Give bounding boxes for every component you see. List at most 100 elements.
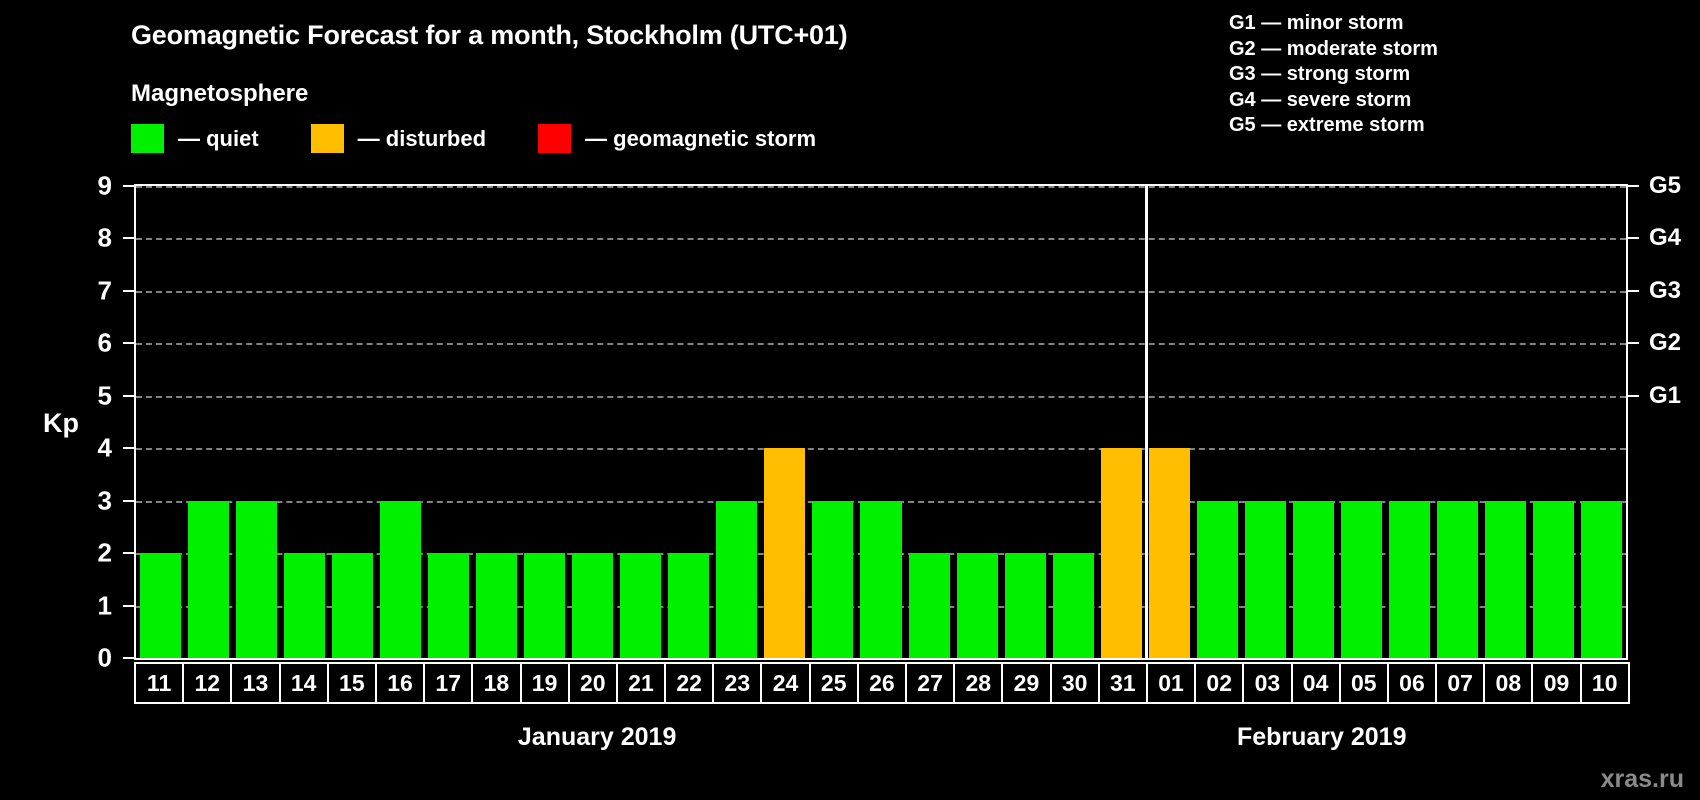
day-label[interactable]: 31 bbox=[1097, 662, 1148, 704]
bar[interactable] bbox=[764, 448, 806, 658]
bar[interactable] bbox=[1052, 553, 1094, 658]
y-axis-tick bbox=[123, 394, 134, 397]
day-label[interactable]: 08 bbox=[1483, 662, 1534, 704]
bar-slot[interactable] bbox=[280, 186, 328, 658]
bar[interactable] bbox=[1389, 500, 1431, 658]
bar[interactable] bbox=[908, 553, 950, 658]
bar[interactable] bbox=[187, 500, 229, 658]
day-label[interactable]: 02 bbox=[1194, 662, 1245, 704]
y-axis-title: Kp bbox=[43, 408, 79, 438]
bar[interactable] bbox=[475, 553, 517, 658]
day-label[interactable]: 05 bbox=[1338, 662, 1389, 704]
bar-slot[interactable] bbox=[521, 186, 569, 658]
day-label[interactable]: 07 bbox=[1435, 662, 1486, 704]
bar-slot[interactable] bbox=[376, 186, 424, 658]
day-label[interactable]: 17 bbox=[423, 662, 474, 704]
bar[interactable] bbox=[956, 553, 998, 658]
bar[interactable] bbox=[1244, 500, 1286, 658]
day-label[interactable]: 13 bbox=[230, 662, 281, 704]
bar[interactable] bbox=[139, 553, 181, 658]
day-label[interactable]: 01 bbox=[1145, 662, 1197, 704]
day-label[interactable]: 24 bbox=[760, 662, 811, 704]
bar-slot[interactable] bbox=[713, 186, 761, 658]
bar-slot[interactable] bbox=[905, 186, 953, 658]
grid-line bbox=[136, 238, 1626, 241]
bar[interactable] bbox=[524, 553, 566, 658]
bar-slot[interactable] bbox=[1145, 186, 1193, 658]
day-label[interactable]: 16 bbox=[374, 662, 426, 704]
day-label[interactable]: 22 bbox=[664, 662, 715, 704]
bar-slot[interactable] bbox=[1049, 186, 1097, 658]
bar[interactable] bbox=[379, 500, 421, 658]
bar-slot[interactable] bbox=[1386, 186, 1434, 658]
bar[interactable] bbox=[668, 553, 710, 658]
day-axis: 11 12 13 14 15 16 17 18 19 20 21 22 23 24 25 26 27 28 29 30… bbox=[134, 662, 1630, 704]
bar-slot[interactable] bbox=[232, 186, 280, 658]
bar-slot[interactable] bbox=[1530, 186, 1578, 658]
bar[interactable] bbox=[716, 500, 758, 658]
bar-slot[interactable] bbox=[1482, 186, 1530, 658]
day-label[interactable]: 03 bbox=[1242, 662, 1293, 704]
bar-slot[interactable] bbox=[857, 186, 905, 658]
bar-slot[interactable] bbox=[1578, 186, 1626, 658]
day-label[interactable]: 15 bbox=[326, 662, 377, 704]
bar[interactable] bbox=[1293, 500, 1335, 658]
bar-slot[interactable] bbox=[1434, 186, 1482, 658]
bar[interactable] bbox=[331, 553, 373, 658]
bar-slot[interactable] bbox=[761, 186, 809, 658]
bar-slot[interactable] bbox=[809, 186, 857, 658]
day-label[interactable]: 19 bbox=[519, 662, 570, 704]
bar-slot[interactable] bbox=[1338, 186, 1386, 658]
bar-slot[interactable] bbox=[1001, 186, 1049, 658]
bar[interactable] bbox=[572, 553, 614, 658]
bar[interactable] bbox=[235, 500, 277, 658]
bar[interactable] bbox=[1533, 500, 1575, 658]
bar[interactable] bbox=[1148, 448, 1190, 658]
day-label[interactable]: 18 bbox=[471, 662, 522, 704]
bar-slot[interactable] bbox=[953, 186, 1001, 658]
day-label[interactable]: 11 bbox=[134, 662, 185, 704]
day-label[interactable]: 04 bbox=[1290, 662, 1341, 704]
bar-slot[interactable] bbox=[665, 186, 713, 658]
day-label[interactable]: 23 bbox=[712, 662, 763, 704]
bar[interactable] bbox=[860, 500, 902, 658]
bar[interactable] bbox=[1100, 448, 1142, 658]
bar-slot[interactable] bbox=[328, 186, 376, 658]
bar[interactable] bbox=[1004, 553, 1046, 658]
bar[interactable] bbox=[620, 553, 662, 658]
day-label[interactable]: 28 bbox=[953, 662, 1004, 704]
bar[interactable] bbox=[1437, 500, 1479, 658]
day-label[interactable]: 25 bbox=[808, 662, 859, 704]
day-label[interactable]: 20 bbox=[567, 662, 618, 704]
bar[interactable] bbox=[812, 500, 854, 658]
bar[interactable] bbox=[283, 553, 325, 658]
day-label[interactable]: 26 bbox=[856, 662, 907, 704]
day-label[interactable]: 30 bbox=[1049, 662, 1100, 704]
day-label[interactable]: 10 bbox=[1579, 662, 1630, 704]
day-label[interactable]: 09 bbox=[1531, 662, 1582, 704]
g-axis-label: G1 bbox=[1649, 381, 1682, 409]
bar-slot[interactable] bbox=[136, 186, 184, 658]
bar-slot[interactable] bbox=[1241, 186, 1289, 658]
g-scale-row: G2 — moderate storm bbox=[1229, 37, 1438, 60]
day-label[interactable]: 06 bbox=[1386, 662, 1438, 704]
bar-slot[interactable] bbox=[184, 186, 232, 658]
bar-slot[interactable] bbox=[617, 186, 665, 658]
day-label[interactable]: 21 bbox=[615, 662, 667, 704]
bar[interactable] bbox=[1581, 500, 1623, 658]
bar-slot[interactable] bbox=[472, 186, 520, 658]
bar[interactable] bbox=[1341, 500, 1383, 658]
bar-slot[interactable] bbox=[1097, 186, 1145, 658]
day-label[interactable]: 27 bbox=[905, 662, 956, 704]
bar-slot[interactable] bbox=[424, 186, 472, 658]
bar[interactable] bbox=[427, 553, 469, 658]
day-label[interactable]: 12 bbox=[182, 662, 233, 704]
bar-slot[interactable] bbox=[569, 186, 617, 658]
bar[interactable] bbox=[1485, 500, 1527, 658]
bar[interactable] bbox=[1196, 500, 1238, 658]
day-label[interactable]: 29 bbox=[1001, 662, 1052, 704]
day-label[interactable]: 14 bbox=[278, 662, 329, 704]
bar-slot[interactable] bbox=[1290, 186, 1338, 658]
bar-slot[interactable] bbox=[1193, 186, 1241, 658]
